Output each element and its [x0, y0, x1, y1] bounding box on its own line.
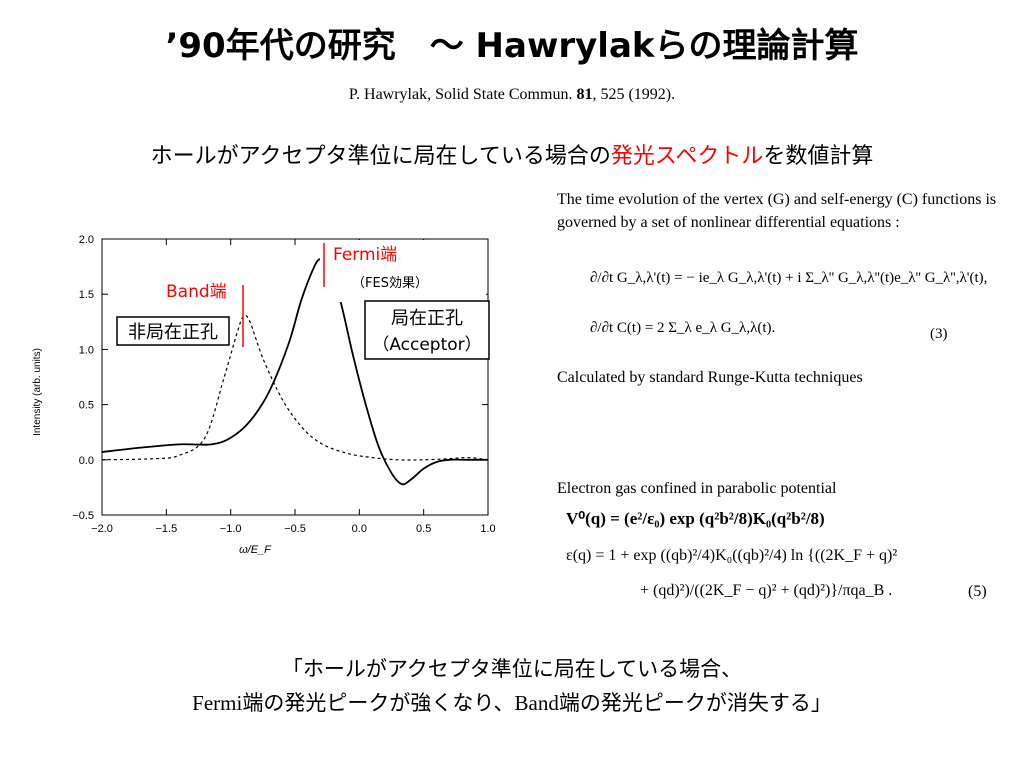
x-tick-label: −2.0 — [91, 523, 113, 535]
y-tick-label: −0.5 — [72, 510, 94, 522]
nonlocalized-box — [116, 316, 230, 346]
electron-gas-note: Electron gas confined in parabolic poten… — [557, 480, 837, 497]
reference-citation: P. Hawrylak, Solid State Commun. 81, 525… — [0, 86, 1024, 104]
x-tick-label: −1.5 — [155, 523, 177, 535]
spectrum-chart: −2.0 −1.5 −1.0 −0.5 0.0 0.5 1.0 −0.5 0.0 0.5 1.0 1.… — [32, 234, 496, 556]
reference-prefix: P. Hawrylak, Solid State Commun. — [348, 86, 577, 103]
x-tick-label: −0.5 — [284, 523, 306, 535]
series-line-dashed — [101, 314, 489, 461]
runge-kutta-note: Calculated by standard Runge-Kutta techn… — [557, 369, 863, 386]
equation-vertex: ∂/∂t G_λ,λ'(t) = − ie_λ G_λ,λ'(t) + i Σ_… — [590, 270, 988, 286]
fes-effect-label: （FES効果） — [352, 276, 428, 291]
equation-dielectric-2: + (qd)²)/((2K_F − q)² + (qd)²)}/πqa_B . — [640, 582, 893, 599]
nonlocalized-label: 非局在正孔 — [128, 322, 218, 343]
subtitle-part2: を数値計算 — [763, 144, 874, 169]
y-tick-label: 0.5 — [79, 400, 94, 412]
conclusion: 「ホールがアクセプタ準位に局在している場合、 Fermi端の発光ピークが強くなり… — [0, 652, 1024, 720]
equation-self-energy: ∂/∂t C(t) = 2 Σ_λ e_λ G_λ,λ(t). — [590, 320, 776, 336]
y-tick-label: 1.5 — [79, 289, 94, 301]
equation-number-3: (3) — [930, 326, 948, 342]
localized-label-line1: 局在正孔 — [391, 308, 463, 329]
localized-label-line2: （Acceptor） — [372, 335, 481, 355]
localized-box — [364, 300, 490, 360]
slide-title: ’90年代の研究 ～ Hawrylakらの理論計算 — [165, 26, 859, 66]
y-tick-label: 0.0 — [79, 455, 94, 467]
x-tick-label: 1.0 — [480, 523, 495, 535]
y-tick-label: 2.0 — [79, 234, 94, 246]
label-backdrop — [320, 240, 486, 302]
y-axis-label: Intensity (arb. units) — [32, 348, 43, 436]
description-intro: The time evolution of the vertex (G) and… — [557, 191, 997, 231]
subtitle-part1: ホールがアクセプタ準位に局在している場合の — [150, 144, 611, 169]
x-tick-label: 0.5 — [416, 523, 431, 535]
fermi-edge-label: Fermi端 — [333, 245, 397, 265]
conclusion-line2: Fermi端の発光ピークが強くなり、Band端の発光ピークが消失する」 — [192, 691, 832, 715]
x-tick-label: −1.0 — [220, 523, 242, 535]
reference-volume: 81 — [576, 86, 593, 103]
equation-number-5: (5) — [968, 583, 987, 600]
reference-suffix: , 525 (1992). — [592, 86, 676, 103]
subtitle-highlight: 発光スペクトル — [610, 144, 764, 169]
conclusion-line1: 「ホールがアクセプタ準位に局在している場合、 — [281, 657, 743, 681]
x-tick-label: 0.0 — [352, 523, 367, 535]
equation-dielectric-1: ε(q) = 1 + exp ((qb)²/4)K₀((qb)²/4) ln {… — [566, 547, 898, 564]
y-tick-label: 1.0 — [79, 344, 94, 356]
band-edge-label: Band端 — [166, 282, 227, 302]
x-axis-label: ω/E_F — [239, 544, 272, 556]
slide-subtitle: ホールがアクセプタ準位に局在している場合の発光スペクトルを数値計算 — [0, 138, 1024, 170]
plot-area: −2.0 −1.5 −1.0 −0.5 0.0 0.5 1.0 −0.5 0.0 0.5 1.0 1.… — [32, 234, 496, 556]
equation-potential: V⁰(q) = (e²/ε₀) exp (q²b²/8)K₀(q²b²/8) — [566, 509, 825, 528]
